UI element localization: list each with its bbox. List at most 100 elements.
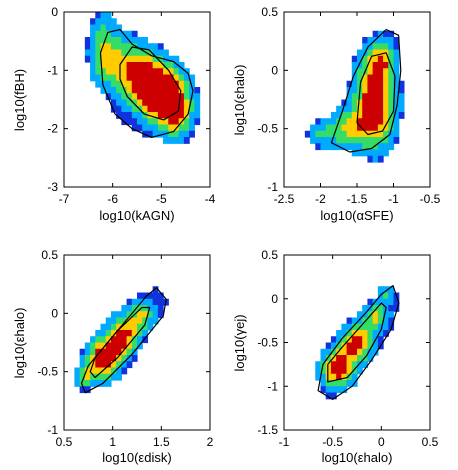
density-cell	[341, 361, 348, 369]
density-cell	[388, 286, 395, 294]
density-cell	[362, 37, 369, 44]
density-cell	[147, 80, 154, 88]
density-cell	[105, 87, 112, 94]
density-cell	[367, 149, 374, 157]
density-cell	[95, 355, 102, 362]
density-cell	[84, 373, 91, 381]
density-cell	[377, 311, 384, 319]
density-cell	[388, 43, 395, 51]
density-cell	[367, 62, 374, 69]
density-cell	[388, 305, 395, 312]
density-cell	[121, 336, 128, 344]
density-cell	[173, 112, 180, 119]
density-cell	[152, 130, 159, 138]
density-cell	[178, 137, 185, 144]
density-cell	[362, 62, 369, 69]
density-cell	[131, 68, 138, 76]
density-cell	[320, 367, 327, 375]
density-cell	[105, 49, 112, 57]
axes-frame	[63, 254, 211, 431]
density-cell	[105, 62, 112, 69]
density-cell	[116, 311, 122, 319]
density-cell	[383, 298, 389, 306]
density-cell	[330, 137, 337, 144]
density-cell	[84, 342, 91, 350]
density-cell	[79, 380, 86, 387]
density-cell	[367, 105, 374, 113]
density-cell	[142, 298, 149, 306]
density-cell	[346, 323, 353, 331]
density-cell	[372, 68, 379, 76]
density-cell	[121, 49, 128, 57]
density-cell	[100, 336, 107, 344]
density-cell	[351, 137, 358, 144]
density-cell	[372, 311, 379, 319]
density-cell	[330, 361, 337, 369]
density-cell	[357, 311, 363, 319]
density-cell	[116, 74, 122, 82]
density-cell	[152, 305, 159, 312]
density-cell	[163, 124, 169, 132]
density-cell	[163, 87, 169, 94]
density-cell	[131, 80, 138, 88]
density-cell	[84, 386, 91, 394]
density-cell	[362, 149, 369, 157]
density-cell	[95, 24, 102, 32]
density-cell	[351, 373, 358, 381]
density-cell	[126, 342, 133, 350]
density-cell	[142, 305, 149, 312]
density-cell	[383, 55, 389, 63]
density-cell	[393, 137, 400, 144]
density-cell	[131, 93, 138, 101]
density-cell	[131, 124, 138, 132]
contour-inner	[119, 46, 182, 121]
density-cell	[351, 149, 358, 157]
density-cell	[367, 143, 374, 151]
density-cell	[116, 30, 122, 38]
density-cell	[393, 298, 400, 306]
density-cell	[367, 155, 374, 163]
density-cell	[116, 367, 122, 375]
density-cell	[142, 311, 149, 319]
density-cell	[84, 355, 91, 362]
density-cell	[388, 93, 395, 101]
density-cell	[131, 49, 138, 57]
density-cell	[163, 74, 169, 82]
density-cell	[152, 118, 159, 126]
density-cell	[173, 137, 180, 144]
density-cell	[137, 43, 143, 51]
density-cell	[310, 137, 316, 144]
density-cell	[105, 43, 112, 51]
density-cell	[194, 118, 201, 126]
density-cell	[121, 305, 128, 312]
density-cell	[372, 305, 379, 312]
density-cell	[173, 55, 180, 63]
density-cell	[393, 49, 400, 57]
density-cell	[147, 118, 154, 126]
density-cell	[388, 49, 395, 57]
density-cell	[157, 292, 164, 300]
density-cell	[398, 80, 405, 88]
density-cell	[157, 62, 164, 69]
density-cell	[126, 43, 133, 51]
density-cell	[152, 49, 159, 57]
density-cell	[367, 87, 374, 94]
density-cell	[131, 74, 138, 82]
density-cell	[163, 49, 169, 57]
density-cell	[341, 137, 348, 144]
x-axis-label: log10(εhalo)	[322, 450, 393, 465]
density-cell	[137, 323, 143, 331]
density-cell	[163, 80, 169, 88]
density-cell	[346, 99, 353, 107]
density-cell	[377, 43, 384, 51]
density-cell	[346, 355, 353, 362]
density-cell	[367, 348, 374, 356]
density-cell	[131, 87, 138, 94]
density-cell	[178, 68, 185, 76]
density-cell	[95, 348, 102, 356]
density-cell	[110, 43, 117, 51]
density-cell	[351, 355, 358, 362]
density-cell	[388, 80, 395, 88]
density-cell	[383, 292, 389, 300]
density-cell	[90, 336, 96, 344]
